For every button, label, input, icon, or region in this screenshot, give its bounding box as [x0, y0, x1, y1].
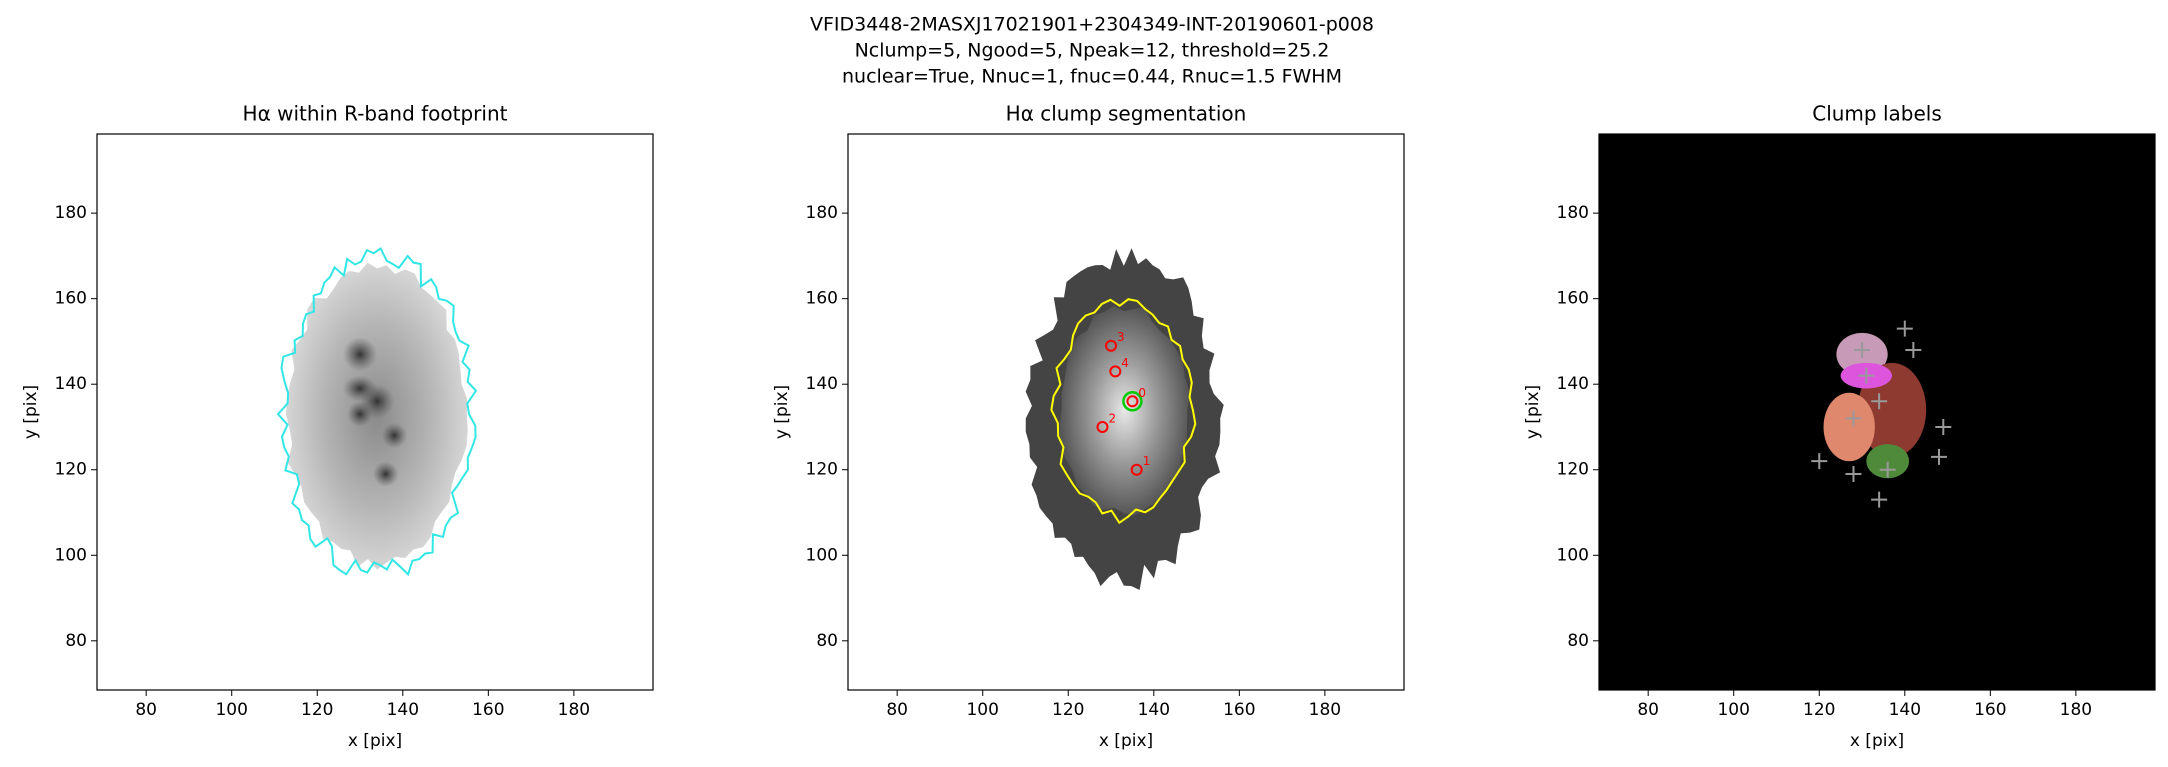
clump-marker	[1105, 339, 1118, 352]
clump-marker	[1109, 365, 1122, 378]
x-tick-label: 180	[2060, 700, 2092, 720]
region	[372, 461, 399, 487]
y-tick-label: 100	[806, 545, 838, 565]
clump-marker	[1126, 395, 1139, 408]
suptitle: Nclump=5, Ngood=5, Npeak=12, threshold=2…	[855, 40, 1330, 62]
region	[1866, 444, 1910, 479]
y-axis-label: y [pix]	[1523, 385, 1543, 439]
nuclear-marker	[1122, 391, 1143, 412]
y-tick-label: 80	[816, 631, 838, 651]
x-tick-label: 160	[1223, 700, 1255, 720]
axes-frame	[847, 133, 1405, 691]
x-axis-label: x [pix]	[1099, 731, 1153, 751]
y-tick-label: 160	[806, 289, 838, 309]
y-tick-label: 180	[1557, 203, 1589, 223]
y-tick-label: 180	[806, 203, 838, 223]
x-axis-label: x [pix]	[1850, 731, 1904, 751]
peak-marker	[1811, 453, 1828, 470]
y-tick-label: 120	[806, 460, 838, 480]
region	[1823, 392, 1875, 462]
y-tick-label: 140	[55, 374, 87, 394]
peak-marker	[1845, 410, 1862, 427]
axes-title: Hα within R-band footprint	[243, 102, 508, 126]
suptitle: nuclear=True, Nnuc=1, fnuc=0.44, Rnuc=1.…	[842, 66, 1342, 88]
y-tick-label: 120	[1557, 460, 1589, 480]
peak-marker	[1896, 320, 1913, 337]
region	[347, 401, 373, 427]
x-tick-label: 80	[886, 700, 908, 720]
region	[1059, 305, 1190, 516]
region	[1050, 298, 1197, 525]
x-tick-label: 120	[301, 700, 333, 720]
image	[1025, 248, 1224, 590]
clump-label: 4	[1121, 356, 1129, 370]
panel: 80 100 120 140 160 180 80 100 120 140 160 180 Clump …	[1523, 102, 2156, 751]
x-tick-label: 80	[1637, 700, 1659, 720]
clump-label: 0	[1138, 386, 1146, 400]
axes-title: Hα clump segmentation	[1006, 102, 1247, 126]
axes-frame	[1598, 133, 2156, 691]
x-tick-label: 100	[215, 700, 247, 720]
panel: 80 100 120 140 160 180 80 100 120 140 160 180 Hα wit…	[21, 102, 654, 751]
clump-label: 2	[1108, 411, 1116, 425]
clump-marker	[1096, 420, 1109, 433]
peak-marker	[1845, 466, 1862, 483]
x-tick-label: 140	[1889, 700, 1921, 720]
region	[381, 422, 408, 449]
x-tick-label: 120	[1803, 700, 1835, 720]
y-tick-label: 140	[1557, 374, 1589, 394]
clump-marker	[1130, 463, 1143, 476]
x-tick-label: 160	[1974, 700, 2006, 720]
clump-label: 1	[1143, 454, 1151, 468]
y-tick-label: 180	[55, 203, 87, 223]
x-tick-label: 160	[472, 700, 504, 720]
y-tick-label: 160	[55, 289, 87, 309]
y-tick-label: 80	[1567, 631, 1589, 651]
peak-marker	[1879, 461, 1896, 478]
peak-marker	[1871, 491, 1888, 508]
peak-marker	[1871, 393, 1888, 410]
peak-marker	[1931, 448, 1948, 465]
y-tick-label: 80	[65, 631, 87, 651]
y-tick-label: 100	[55, 545, 87, 565]
y-tick-label: 160	[1557, 289, 1589, 309]
x-tick-label: 140	[387, 700, 419, 720]
axes-frame	[96, 133, 654, 691]
x-axis-label: x [pix]	[348, 731, 402, 751]
y-tick-label: 100	[1557, 545, 1589, 565]
x-tick-label: 120	[1052, 700, 1084, 720]
y-tick-label: 120	[55, 460, 87, 480]
y-tick-label: 140	[806, 374, 838, 394]
x-tick-label: 180	[1309, 700, 1341, 720]
peak-marker	[1854, 341, 1871, 358]
peak-marker	[1858, 367, 1875, 384]
suptitle: VFID3448-2MASXJ17021901+2304349-INT-2019…	[810, 14, 1374, 36]
x-tick-label: 140	[1138, 700, 1170, 720]
region	[342, 337, 378, 372]
image	[1599, 134, 2155, 690]
x-tick-label: 180	[558, 700, 590, 720]
x-tick-label: 100	[966, 700, 998, 720]
image	[276, 246, 478, 577]
y-axis-label: y [pix]	[772, 385, 792, 439]
region	[276, 246, 478, 577]
clump-label: 3	[1117, 330, 1125, 344]
x-tick-label: 80	[135, 700, 157, 720]
peak-marker	[1935, 418, 1952, 435]
y-axis-label: y [pix]	[21, 385, 41, 439]
x-tick-label: 100	[1717, 700, 1749, 720]
peak-marker	[1905, 341, 1922, 358]
axes-title: Clump labels	[1812, 102, 1942, 126]
